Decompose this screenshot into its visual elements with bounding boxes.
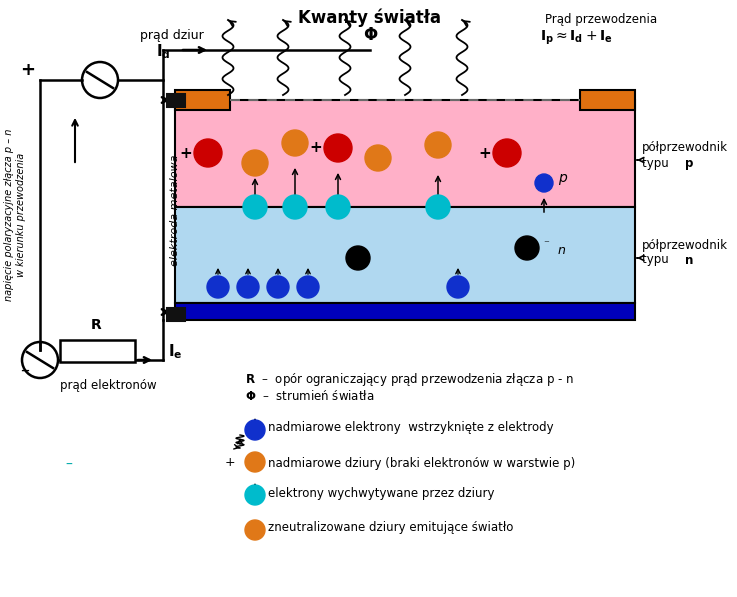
- Text: $\mathbf{I_p} \approx \mathbf{I_d} + \mathbf{I_e}$: $\mathbf{I_p} \approx \mathbf{I_d} + \ma…: [540, 29, 612, 47]
- Bar: [167, 308, 185, 321]
- Circle shape: [297, 276, 319, 298]
- Text: typu: typu: [642, 156, 677, 170]
- Circle shape: [326, 195, 350, 219]
- Text: –: –: [20, 361, 29, 379]
- Circle shape: [267, 276, 289, 298]
- Circle shape: [425, 132, 451, 158]
- Text: –: –: [65, 458, 72, 472]
- Text: nadmiarowe elektrony  wstrzyknięte z elektrody: nadmiarowe elektrony wstrzyknięte z elek…: [268, 421, 553, 435]
- Text: $\mathbf{I_e}$: $\mathbf{I_e}$: [168, 343, 183, 361]
- Text: +: +: [225, 456, 235, 469]
- Circle shape: [535, 174, 553, 192]
- Text: Prąd przewodzenia: Prąd przewodzenia: [545, 14, 657, 26]
- Circle shape: [242, 150, 268, 176]
- Text: półprzewodnik: półprzewodnik: [642, 141, 728, 155]
- Text: n: n: [558, 244, 566, 257]
- Text: elektrony wychwytywane przez dziury: elektrony wychwytywane przez dziury: [268, 487, 495, 500]
- Text: $\mathbf{I_d}$: $\mathbf{I_d}$: [156, 42, 170, 61]
- Text: prąd dziur: prąd dziur: [140, 29, 203, 42]
- Bar: [175, 207, 635, 303]
- Text: $\mathbf{R}$: $\mathbf{R}$: [90, 318, 102, 332]
- Circle shape: [237, 276, 259, 298]
- Text: p: p: [558, 171, 567, 185]
- Bar: [175, 303, 635, 320]
- Text: +: +: [20, 61, 35, 79]
- Text: +: +: [310, 140, 322, 155]
- Text: $\mathbf{R}$  –  opór ograniczający prąd przewodzenia złącza p - n: $\mathbf{R}$ – opór ograniczający prąd p…: [245, 371, 573, 389]
- Circle shape: [245, 520, 265, 540]
- Text: zneutralizowane dziury emitujące światło: zneutralizowane dziury emitujące światło: [268, 522, 514, 534]
- Text: $\mathbf{\Phi}$  –  strumień światła: $\mathbf{\Phi}$ – strumień światła: [245, 389, 374, 403]
- Bar: [60, 340, 135, 362]
- Text: ⁻: ⁻: [543, 239, 549, 249]
- Bar: [167, 94, 185, 107]
- Text: typu: typu: [642, 254, 677, 266]
- Circle shape: [245, 420, 265, 440]
- Circle shape: [324, 134, 352, 162]
- Circle shape: [426, 195, 450, 219]
- Text: nadmiarowe dziury (braki elektronów w warstwie p): nadmiarowe dziury (braki elektronów w wa…: [268, 457, 576, 469]
- Text: n: n: [685, 254, 694, 266]
- Text: +: +: [478, 146, 492, 161]
- Text: napięcie polaryzacyjne złącza p – n
w kierunku przewodzenia: napięcie polaryzacyjne złącza p – n w ki…: [4, 129, 26, 301]
- Text: Φ: Φ: [363, 26, 377, 44]
- Bar: [175, 100, 635, 207]
- Bar: [175, 90, 230, 110]
- Circle shape: [194, 139, 222, 167]
- Text: Kwanty światła: Kwanty światła: [298, 9, 441, 27]
- Text: elektroda metalowa: elektroda metalowa: [170, 154, 180, 266]
- Text: +: +: [180, 146, 192, 161]
- Circle shape: [207, 276, 229, 298]
- Text: p: p: [685, 156, 694, 170]
- Circle shape: [346, 246, 370, 270]
- Circle shape: [447, 276, 469, 298]
- Circle shape: [283, 195, 307, 219]
- Bar: [580, 90, 635, 110]
- Text: półprzewodnik: półprzewodnik: [642, 238, 728, 251]
- Circle shape: [282, 130, 308, 156]
- Circle shape: [245, 452, 265, 472]
- Text: prąd elektronów: prąd elektronów: [60, 378, 157, 392]
- Circle shape: [365, 145, 391, 171]
- Circle shape: [243, 195, 267, 219]
- Circle shape: [515, 236, 539, 260]
- Circle shape: [245, 485, 265, 505]
- Circle shape: [493, 139, 521, 167]
